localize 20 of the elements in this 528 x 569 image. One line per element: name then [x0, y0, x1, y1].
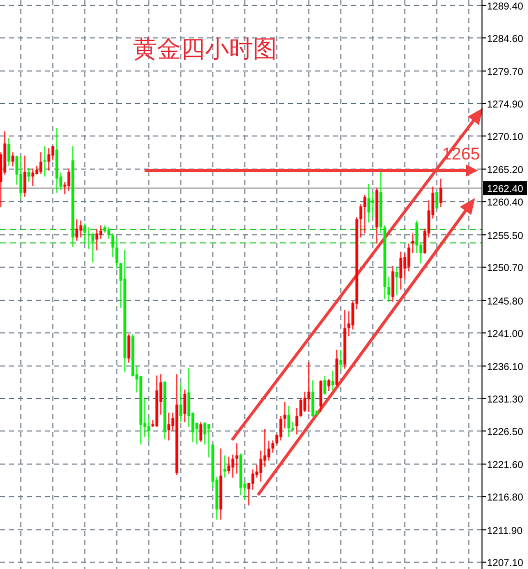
y-tick-label: 1245.80: [487, 296, 524, 308]
y-tick-label: 1260.40: [487, 198, 524, 209]
y-tick-label: 1274.90: [487, 100, 524, 111]
y-tick-label: 1241.00: [487, 328, 524, 340]
y-tick-label: 1216.80: [487, 492, 524, 504]
y-tick-label: 1284.60: [487, 34, 524, 45]
y-tick-label: 1289.40: [487, 1, 524, 12]
y-tick-label: 1226.50: [487, 426, 524, 438]
y-tick-label: 1255.50: [487, 230, 524, 242]
title: 黄金四小时图: [133, 36, 277, 63]
y-tick-label: 1279.70: [487, 67, 524, 78]
y-tick-label: 1221.60: [487, 460, 524, 472]
y-tick-label: 1250.70: [487, 263, 524, 274]
y-tick-label: 1236.10: [487, 362, 524, 374]
ref-line-label: 1262.40: [487, 184, 524, 196]
y-tick-label: 1231.30: [487, 394, 524, 406]
y-tick-label: 1211.90: [487, 526, 523, 537]
y-tick-label: 1270.10: [487, 132, 524, 143]
y-tick-label: 1207.10: [487, 558, 524, 569]
y-tick-label: 1265.20: [487, 165, 524, 176]
